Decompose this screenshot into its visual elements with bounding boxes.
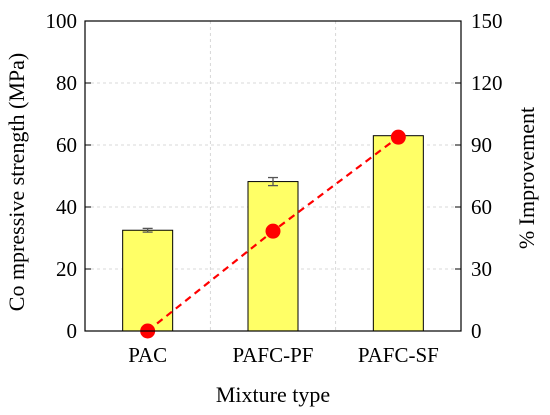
plot-frame bbox=[84, 20, 462, 332]
y2-tick-label: 90 bbox=[471, 133, 492, 157]
y-tick-label: 60 bbox=[56, 133, 77, 157]
y2-tick-label: 150 bbox=[471, 9, 503, 33]
y-tick-label: 20 bbox=[56, 257, 77, 281]
tick-labels: 0 20 40 60 80 100 0 30 60 90 120 150 PAC PAFC-PF PAFC-… bbox=[46, 9, 503, 367]
x-axis-title: Mixture type bbox=[216, 382, 330, 407]
bar-pac bbox=[122, 229, 174, 332]
y2-axis-title: % Improvement bbox=[514, 107, 539, 249]
axis-ticks bbox=[85, 20, 461, 332]
improvement-point bbox=[390, 129, 406, 145]
y-tick-label: 40 bbox=[56, 195, 77, 219]
x-tick-label: PAFC-SF bbox=[358, 343, 439, 367]
bars bbox=[122, 135, 424, 332]
y-tick-label: 100 bbox=[46, 9, 78, 33]
bar-pafc-pf bbox=[247, 181, 299, 332]
y-tick-label: 80 bbox=[56, 71, 77, 95]
y2-tick-label: 0 bbox=[471, 319, 482, 343]
y-tick-label: 0 bbox=[67, 319, 78, 343]
improvement-point bbox=[265, 223, 281, 239]
x-tick-label: PAFC-PF bbox=[233, 343, 314, 367]
bar-pafc-sf bbox=[372, 135, 424, 332]
y2-tick-label: 60 bbox=[471, 195, 492, 219]
y-axis-title: Co mpressive strength (MPa) bbox=[4, 53, 29, 311]
y2-tick-label: 30 bbox=[471, 257, 492, 281]
x-tick-label: PAC bbox=[128, 343, 167, 367]
y2-tick-label: 120 bbox=[471, 71, 503, 95]
improvement-line bbox=[140, 129, 406, 339]
